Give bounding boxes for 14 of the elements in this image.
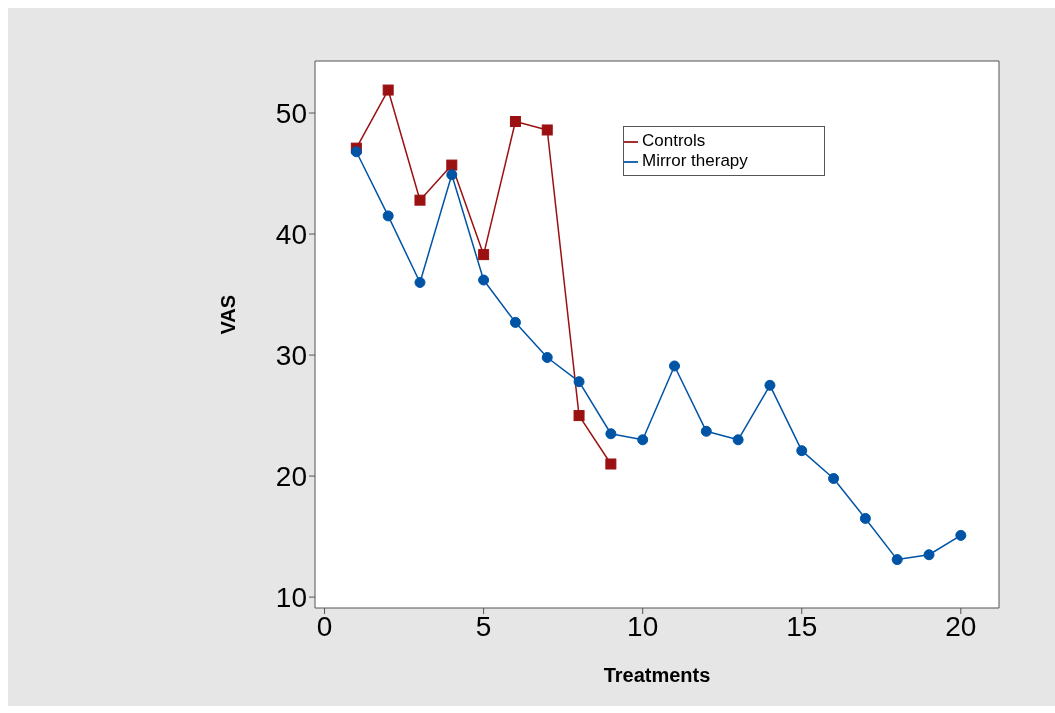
y-tick-label: 50	[275, 97, 307, 129]
y-tick-label: 40	[275, 219, 307, 250]
y-axis-title: VAS	[217, 294, 240, 335]
x-tick-label: 0	[316, 610, 333, 642]
x-tick-label: 10	[627, 610, 659, 642]
x-tick-label: 20	[945, 610, 977, 642]
x-tick-label: 5	[475, 610, 492, 642]
y-tick-label: 30	[275, 340, 307, 372]
x-tick-label: 15	[786, 610, 818, 642]
y-tick-label: 20	[275, 461, 307, 493]
legend-label: Controls	[642, 131, 706, 150]
legend-label: Mirror therapy	[642, 151, 748, 170]
x-axis-title: Treatments	[603, 664, 711, 686]
y-tick-label: 10	[275, 582, 307, 614]
